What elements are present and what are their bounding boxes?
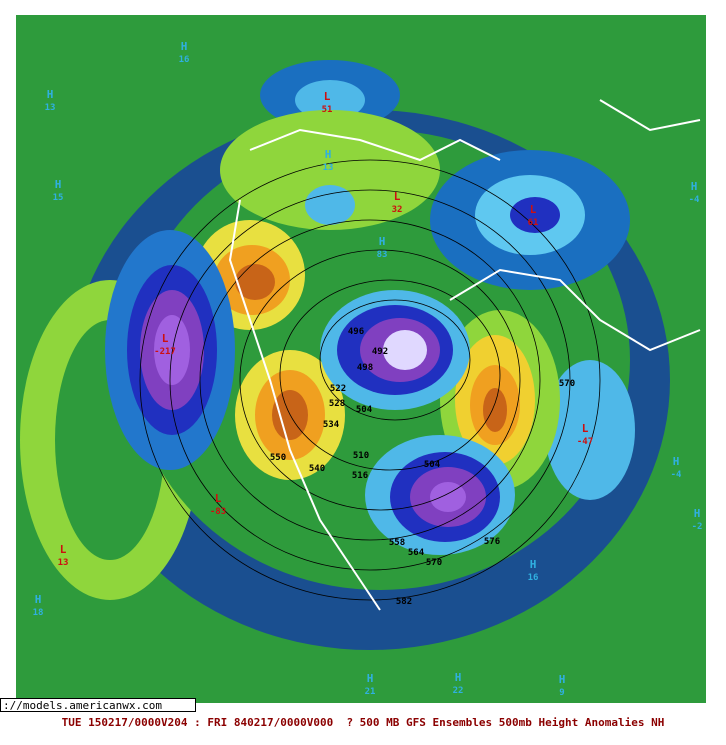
center-value: 32: [392, 205, 403, 215]
center-value: 22: [453, 686, 464, 696]
caption: TUE 150217/0000V204 : FRI 840217/0000V00…: [61, 716, 665, 729]
contour-label: 570: [559, 379, 575, 389]
center-value: -4: [671, 470, 682, 480]
center-value: 51: [322, 105, 333, 115]
center-value: 13: [323, 163, 334, 173]
contour-label: 522: [330, 384, 346, 394]
contour-label: 504: [356, 405, 373, 415]
contour-label: 576: [484, 537, 500, 547]
center-letter: H: [530, 558, 537, 571]
contour-label: 510: [353, 451, 369, 461]
contour-label: 564: [408, 548, 425, 558]
contour-label: 534: [323, 420, 340, 430]
center-letter: L: [324, 90, 331, 103]
contour-label: 516: [352, 471, 368, 481]
center-value: 16: [528, 573, 539, 583]
center-value: 83: [377, 250, 388, 260]
contour-label: 570: [426, 558, 442, 568]
center-letter: L: [215, 492, 222, 505]
center-value: -217: [154, 347, 176, 357]
center-letter: L: [530, 203, 537, 216]
contour-label: 540: [309, 464, 325, 474]
center-value: 61: [528, 218, 539, 228]
center-value: -4: [689, 195, 700, 205]
center-value: -2: [692, 522, 703, 532]
center-letter: L: [394, 190, 401, 203]
center-letter: L: [162, 332, 169, 345]
center-letter: H: [325, 148, 332, 161]
center-value: 15: [53, 193, 64, 203]
contour-label: 582: [396, 597, 412, 607]
center-letter: H: [379, 235, 386, 248]
center-letter: H: [181, 40, 188, 53]
contour-label: 496: [348, 327, 364, 337]
center-value: -47: [577, 437, 593, 447]
center-value: -83: [210, 507, 226, 517]
center-letter: H: [559, 673, 566, 686]
center-value: 21: [365, 687, 376, 697]
center-letter: H: [694, 507, 701, 520]
center-letter: L: [582, 422, 589, 435]
center-value: 16: [179, 55, 190, 65]
center-value: 18: [33, 608, 44, 618]
contour-label: 492: [372, 347, 388, 357]
center-letter: H: [673, 455, 680, 468]
center-letter: L: [60, 543, 67, 556]
center-value: 9: [559, 688, 564, 698]
contour-label: 558: [389, 538, 405, 548]
contour-label: 528: [329, 399, 345, 409]
contour-label: 498: [357, 363, 373, 373]
center-value: 13: [45, 103, 56, 113]
contour-label: 550: [270, 453, 286, 463]
anomaly-field: [16, 15, 706, 703]
url-box: ://models.americanwx.com: [0, 698, 196, 712]
center-letter: H: [35, 593, 42, 606]
center-letter: H: [47, 88, 54, 101]
center-letter: H: [55, 178, 62, 191]
center-letter: H: [691, 180, 698, 193]
center-value: 13: [58, 558, 69, 568]
contour-label: 504: [424, 460, 441, 470]
center-letter: H: [367, 672, 374, 685]
center-letter: H: [455, 671, 462, 684]
